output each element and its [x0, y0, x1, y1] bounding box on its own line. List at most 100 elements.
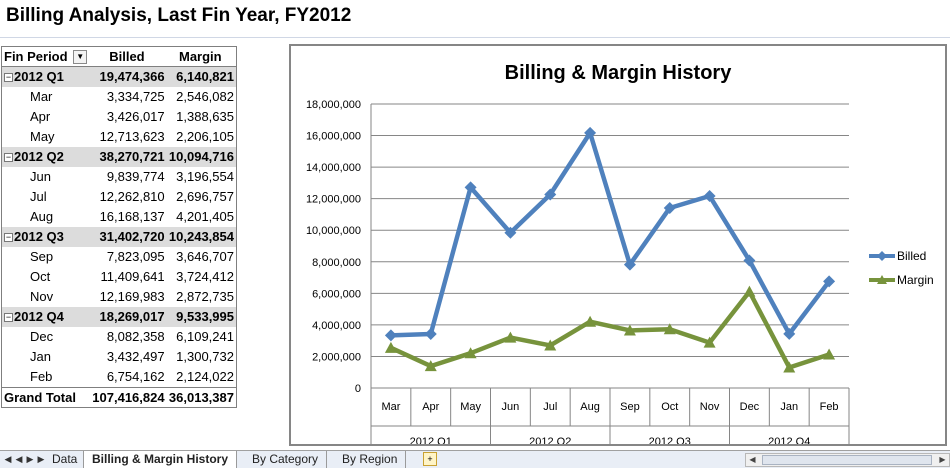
x-tick-label: Aug [580, 401, 600, 413]
month-label-cell: Sep [2, 247, 89, 267]
month-row[interactable]: Mar 3,334,725 2,546,082 [2, 87, 236, 107]
month-row[interactable]: Apr 3,426,017 1,388,635 [2, 107, 236, 127]
month-row[interactable]: Jul 12,262,810 2,696,757 [2, 187, 236, 207]
billed-cell: 12,713,623 [99, 129, 165, 144]
billed-cell: 6,754,162 [106, 369, 165, 384]
billed-cell: 12,169,983 [99, 289, 165, 304]
billed-cell: 8,082,358 [106, 329, 165, 344]
series-line-margin [389, 289, 830, 370]
month-label-cell: Mar [2, 87, 89, 107]
first-sheet-icon[interactable]: ◀ [4, 454, 12, 464]
next-sheet-icon[interactable]: ▶ [26, 454, 34, 464]
quarter-row[interactable]: −2012 Q4 18,269,017 9,533,995 [2, 307, 236, 327]
data-point-billed [544, 188, 557, 201]
month-label-cell: Jul [2, 187, 89, 207]
billed-cell: 3,426,017 [106, 109, 165, 124]
month-label-cell: Dec [2, 327, 89, 347]
month-row[interactable]: Nov 12,169,983 2,872,735 [2, 287, 236, 307]
scroll-right-icon[interactable]: ▶ [939, 455, 946, 464]
fin-period-header[interactable]: Fin Period ▼ [2, 47, 89, 66]
y-tick-label: 16,000,000 [306, 131, 361, 143]
x-tick-label: Feb [820, 401, 839, 413]
collapse-icon[interactable]: − [4, 312, 13, 322]
margin-cell: 2,206,105 [176, 129, 234, 144]
grand-total-label: Grand Total [4, 390, 76, 405]
chart-area[interactable]: Billing & Margin History 0 2,000,000 4,000… [289, 44, 947, 446]
margin-cell: 1,388,635 [176, 109, 234, 124]
collapse-icon[interactable]: − [4, 72, 13, 82]
insert-sheet-icon[interactable]: + [423, 452, 437, 466]
data-point-billed [464, 181, 477, 194]
month-row[interactable]: May 12,713,623 2,206,105 [2, 127, 236, 147]
chart-title[interactable]: Billing & Margin History [504, 62, 732, 84]
period-label: Mar [30, 89, 53, 104]
fin-period-header-label: Fin Period [4, 49, 68, 64]
filter-dropdown-icon[interactable]: ▼ [73, 50, 88, 64]
month-row[interactable]: Feb 6,754,162 2,124,022 [2, 367, 236, 387]
margin-cell: 10,243,854 [168, 229, 234, 244]
report-title[interactable]: Billing Analysis, Last Fin Year, FY2012 [6, 5, 352, 26]
sheet-tab-data[interactable]: Data [44, 451, 87, 468]
month-label-cell: Aug [2, 207, 89, 227]
quarter-row[interactable]: −2012 Q3 31,402,720 10,243,854 [2, 227, 236, 247]
x-tick-label: Mar [381, 401, 400, 413]
month-label-cell: Oct [2, 267, 89, 287]
quarter-row[interactable]: −2012 Q2 38,270,721 10,094,716 [2, 147, 236, 167]
margin-cell: 9,533,995 [176, 309, 234, 324]
period-label: May [30, 129, 55, 144]
month-row[interactable]: Jun 9,839,774 3,196,554 [2, 167, 236, 187]
x-tick-label: Nov [700, 401, 720, 413]
x-tick-label: Apr [422, 401, 439, 413]
legend-marker-margin [877, 275, 887, 284]
billed-cell: 16,168,137 [99, 209, 165, 224]
y-tick-label: 14,000,000 [306, 162, 361, 174]
margin-header[interactable]: Margin [178, 49, 222, 64]
pivot-header-row: Fin Period ▼ Billed Margin [2, 47, 236, 67]
legend-label: Margin [897, 273, 934, 287]
grand-total-margin: 36,013,387 [168, 390, 234, 405]
data-point-margin [743, 285, 756, 297]
collapse-icon[interactable]: − [4, 152, 13, 162]
last-sheet-icon[interactable]: ▶ [37, 454, 45, 464]
sheet-tab-billing-margin-history[interactable]: Billing & Margin History [83, 451, 238, 468]
billed-cell: 3,334,725 [106, 89, 165, 104]
legend-marker-billed [877, 251, 887, 261]
report-header: Billing Analysis, Last Fin Year, FY2012 [0, 0, 950, 38]
horizontal-scrollbar[interactable]: ◀ ▶ [745, 453, 950, 467]
margin-cell: 3,196,554 [176, 169, 234, 184]
billed-header[interactable]: Billed [109, 49, 145, 64]
prev-sheet-icon[interactable]: ◀ [15, 454, 23, 464]
month-row[interactable]: Sep 7,823,095 3,646,707 [2, 247, 236, 267]
quarter-label-cell: −2012 Q3 [2, 227, 89, 247]
collapse-icon[interactable]: − [4, 232, 13, 242]
period-label: Nov [30, 289, 54, 304]
period-label: Sep [30, 249, 54, 264]
margin-cell: 6,109,241 [176, 329, 234, 344]
margin-cell: 10,094,716 [168, 149, 234, 164]
line-chart: 0 2,000,000 4,000,000 6,000,000 8,000,000 10,… [306, 99, 934, 444]
quarter-label-cell: −2012 Q2 [2, 147, 89, 167]
x-tick-label: Jun [502, 401, 520, 413]
grand-total-row[interactable]: Grand Total 107,416,824 36,013,387 [2, 387, 236, 407]
quarter-row[interactable]: −2012 Q1 19,474,366 6,140,821 [2, 67, 236, 87]
pivot-body: −2012 Q1 19,474,366 6,140,821 Mar 3,334,725 2… [2, 67, 236, 387]
quarter-label-cell: −2012 Q1 [2, 67, 89, 87]
sheet-tab-by-region[interactable]: By Region [334, 451, 407, 468]
sheet-tab-by-category[interactable]: By Category [244, 451, 328, 468]
data-point-margin [663, 323, 676, 335]
margin-cell: 4,201,405 [176, 209, 234, 224]
scroll-left-icon[interactable]: ◀ [749, 455, 756, 464]
data-point-margin [384, 341, 397, 353]
data-point-billed [623, 258, 636, 271]
month-row[interactable]: Jan 3,432,497 1,300,732 [2, 347, 236, 367]
period-label: 2012 Q4 [14, 309, 64, 324]
scroll-thumb[interactable] [762, 455, 932, 465]
y-tick-label: 4,000,000 [312, 320, 361, 332]
margin-cell: 2,872,735 [176, 289, 234, 304]
x-tick-label: Sep [620, 401, 640, 413]
month-row[interactable]: Oct 11,409,641 3,724,412 [2, 267, 236, 287]
y-tick-label: 0 [355, 383, 361, 395]
month-row[interactable]: Dec 8,082,358 6,109,241 [2, 327, 236, 347]
month-row[interactable]: Aug 16,168,137 4,201,405 [2, 207, 236, 227]
pivot-table[interactable]: Fin Period ▼ Billed Margin −2012 Q1 19,47… [1, 46, 237, 408]
